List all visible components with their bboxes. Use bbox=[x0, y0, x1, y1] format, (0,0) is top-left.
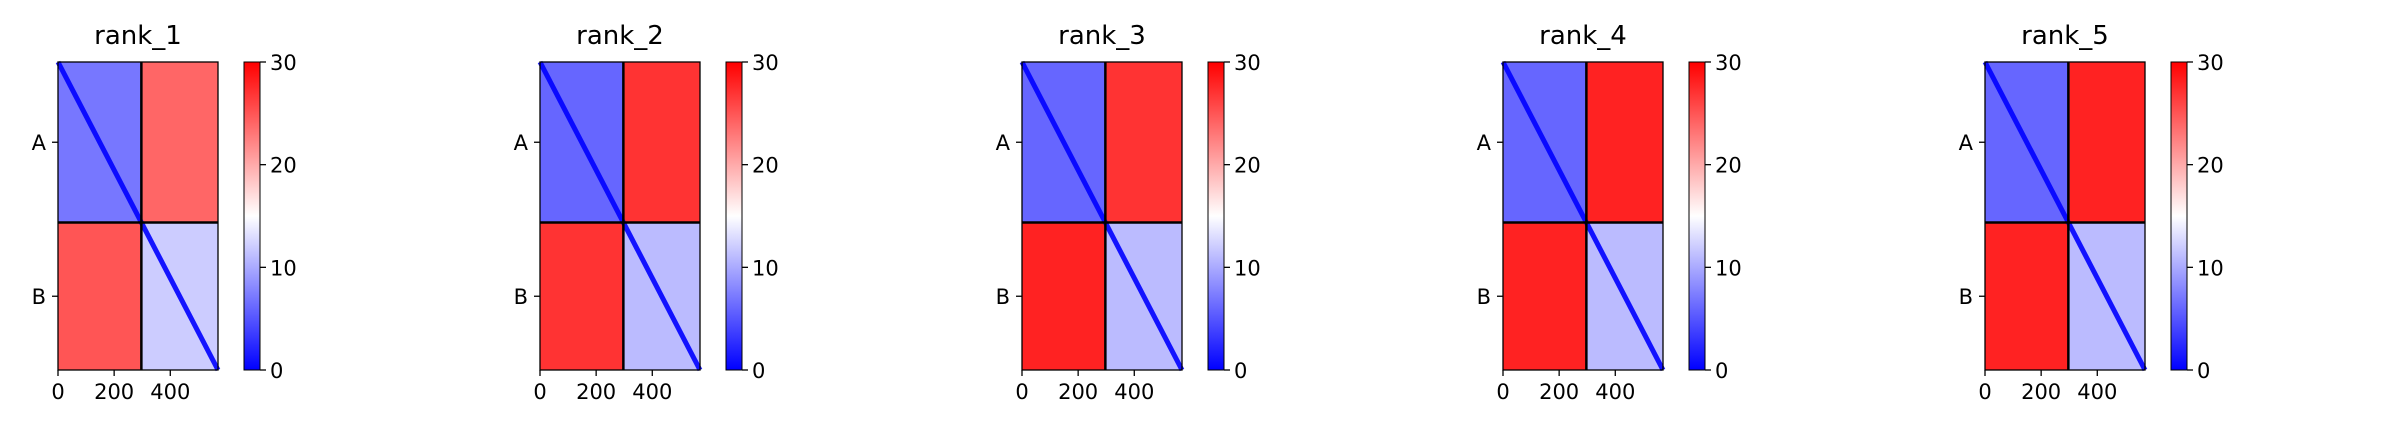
diagonal-band bbox=[1500, 60, 1666, 372]
y-chain-label-a: A bbox=[32, 131, 47, 155]
colorbar-tick-label: 20 bbox=[752, 154, 779, 178]
block-a-b bbox=[141, 62, 218, 223]
heatmap-panel-4: rank_4 A B 0 200 400 0 10 20 30 bbox=[1477, 21, 1742, 404]
colorbar-tick-label: 20 bbox=[1715, 154, 1742, 178]
x-tick-label: 400 bbox=[2077, 380, 2117, 404]
x-tick-label: 0 bbox=[1496, 380, 1509, 404]
heatmap-panel-5: rank_5 A B 0 200 400 0 10 20 30 bbox=[1959, 21, 2224, 404]
panel-title: rank_1 bbox=[94, 21, 182, 51]
diagonal-band bbox=[1982, 60, 2148, 372]
x-tick-label: 400 bbox=[150, 380, 190, 404]
colorbar-tick-label: 30 bbox=[270, 51, 297, 75]
diagonal-band bbox=[55, 60, 221, 372]
colorbar bbox=[1688, 61, 1706, 371]
block-b-a bbox=[1022, 222, 1106, 370]
y-chain-label-b: B bbox=[996, 285, 1010, 309]
colorbar-tick-label: 0 bbox=[1715, 359, 1728, 383]
colorbar-tick-label: 10 bbox=[2197, 256, 2224, 280]
x-tick-label: 400 bbox=[632, 380, 672, 404]
x-tick-label: 400 bbox=[1114, 380, 1154, 404]
axes-frame bbox=[1502, 61, 1664, 371]
y-chain-label-a: A bbox=[1477, 131, 1492, 155]
colorbar-tick-label: 10 bbox=[752, 256, 779, 280]
block-a-b bbox=[623, 62, 700, 223]
panel-title: rank_4 bbox=[1539, 21, 1627, 51]
x-tick-label: 200 bbox=[1539, 380, 1579, 404]
panel-title: rank_2 bbox=[576, 21, 664, 51]
axes-frame bbox=[57, 61, 219, 371]
diagonal-band bbox=[537, 60, 703, 372]
axes-frame bbox=[1021, 61, 1183, 371]
block-b-a bbox=[540, 222, 624, 370]
x-tick-label: 0 bbox=[533, 380, 546, 404]
y-chain-label-a: A bbox=[996, 131, 1011, 155]
block-b-a bbox=[1985, 222, 2069, 370]
x-tick-label: 400 bbox=[1595, 380, 1635, 404]
colorbar bbox=[2170, 61, 2188, 371]
colorbar-tick-label: 30 bbox=[1715, 51, 1742, 75]
y-chain-label-a: A bbox=[1959, 131, 1974, 155]
colorbar-tick-label: 20 bbox=[1234, 154, 1261, 178]
x-tick-label: 200 bbox=[2021, 380, 2061, 404]
block-b-a bbox=[1503, 222, 1587, 370]
x-tick-label: 200 bbox=[576, 380, 616, 404]
colorbar bbox=[243, 61, 261, 371]
colorbar bbox=[1207, 61, 1225, 371]
x-tick-label: 200 bbox=[1058, 380, 1098, 404]
x-tick-label: 0 bbox=[1978, 380, 1991, 404]
colorbar bbox=[725, 61, 743, 371]
heatmap-panel-1: rank_1 A B 0 200 400 0 10 20 30 bbox=[32, 21, 297, 404]
diagonal-band bbox=[1019, 60, 1185, 372]
block-a-b bbox=[1586, 62, 1663, 223]
x-tick-label: 0 bbox=[1015, 380, 1028, 404]
axes-frame bbox=[1984, 61, 2146, 371]
colorbar-tick-label: 20 bbox=[270, 154, 297, 178]
x-tick-label: 200 bbox=[94, 380, 134, 404]
colorbar-tick-label: 30 bbox=[1234, 51, 1261, 75]
colorbar-tick-label: 10 bbox=[1715, 256, 1742, 280]
y-chain-label-b: B bbox=[514, 285, 528, 309]
y-chain-label-b: B bbox=[32, 285, 46, 309]
colorbar-tick-label: 20 bbox=[2197, 154, 2224, 178]
colorbar-tick-label: 30 bbox=[752, 51, 779, 75]
y-chain-label-b: B bbox=[1477, 285, 1491, 309]
colorbar-tick-label: 0 bbox=[270, 359, 283, 383]
y-chain-label-b: B bbox=[1959, 285, 1973, 309]
block-a-b bbox=[1105, 62, 1182, 223]
axes-frame bbox=[539, 61, 701, 371]
colorbar-tick-label: 0 bbox=[2197, 359, 2210, 383]
colorbar-tick-label: 0 bbox=[1234, 359, 1247, 383]
colorbar-tick-label: 10 bbox=[270, 256, 297, 280]
heatmap-panel-2: rank_2 A B 0 200 400 0 10 20 30 bbox=[514, 21, 779, 404]
heatmap-panel-3: rank_3 A B 0 200 400 0 10 20 30 bbox=[996, 21, 1261, 404]
colorbar-tick-label: 0 bbox=[752, 359, 765, 383]
y-chain-label-a: A bbox=[514, 131, 529, 155]
colorbar-tick-label: 30 bbox=[2197, 51, 2224, 75]
x-tick-label: 0 bbox=[51, 380, 64, 404]
panel-title: rank_3 bbox=[1058, 21, 1146, 51]
colorbar-tick-label: 10 bbox=[1234, 256, 1261, 280]
panel-title: rank_5 bbox=[2021, 21, 2109, 51]
block-a-b bbox=[2068, 62, 2145, 223]
block-b-a bbox=[58, 222, 142, 370]
